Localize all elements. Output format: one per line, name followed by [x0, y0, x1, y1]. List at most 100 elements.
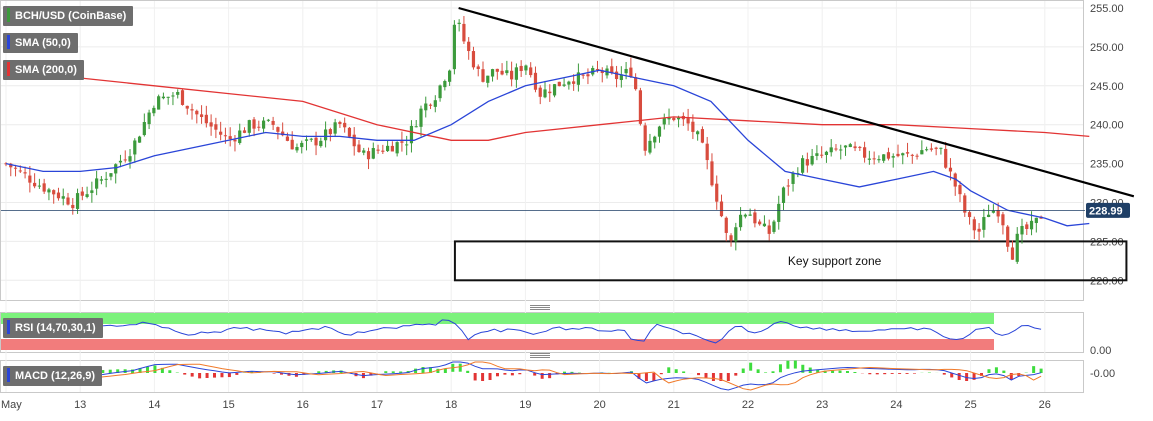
candle-body	[958, 185, 961, 194]
macd-bar	[474, 373, 477, 380]
candle-body	[725, 218, 728, 233]
candle-body	[1020, 226, 1023, 234]
candle-body	[314, 138, 317, 146]
panel-resize-handle-rsi[interactable]	[530, 305, 550, 310]
candle-body	[114, 164, 117, 173]
rsi-overbought-band	[1, 313, 994, 324]
date-tick-label: 21	[668, 399, 680, 411]
macd-bar	[652, 373, 655, 381]
candle-body	[219, 132, 222, 135]
macd-bar	[675, 369, 678, 373]
candle-body	[562, 84, 565, 85]
macd-bar	[459, 364, 462, 372]
candle-body	[677, 118, 680, 120]
candle-body	[1030, 221, 1033, 230]
candle-body	[66, 198, 69, 205]
candle-body	[100, 179, 103, 180]
candle-body	[491, 69, 494, 76]
candle-body	[467, 42, 470, 51]
candle-body	[109, 173, 112, 177]
candle-body	[911, 155, 914, 156]
candle-body	[291, 140, 294, 150]
candle-body	[214, 124, 217, 129]
candle-body	[71, 205, 74, 208]
candle-body	[567, 82, 570, 85]
candle-body	[982, 217, 985, 230]
macd-bar	[891, 373, 894, 374]
candle-body	[353, 135, 356, 147]
candle-body	[85, 194, 88, 197]
candle-body	[138, 137, 141, 143]
candle-body	[806, 159, 809, 165]
candle-body	[23, 172, 26, 173]
candle-body	[625, 69, 628, 73]
macd-bar	[772, 371, 775, 373]
sma200-legend[interactable]: SMA (200,0)	[3, 60, 84, 80]
candle-body	[400, 141, 403, 142]
rsi-legend[interactable]: RSI (14,70,30,1)	[3, 318, 103, 338]
macd-bar	[213, 373, 216, 378]
date-tick-label: 23	[816, 399, 828, 411]
price-tick-label: 235.00	[1090, 159, 1124, 171]
macd-bar	[876, 373, 879, 374]
macd-bar	[1032, 366, 1035, 373]
macd-bar	[1002, 371, 1005, 373]
candle-body	[935, 148, 938, 149]
candle-body	[200, 114, 203, 117]
date-tick-label: 20	[593, 399, 605, 411]
macd-legend[interactable]: MACD (12,26,9)	[3, 366, 102, 386]
candle-body	[481, 69, 484, 82]
macd-axis-label: -0.00	[1090, 368, 1115, 380]
macd-bar	[734, 373, 737, 376]
macd-bar	[168, 370, 171, 373]
candle-body	[1006, 227, 1009, 247]
candle-body	[629, 68, 632, 77]
candle-body	[553, 84, 556, 95]
macd-bar	[667, 367, 670, 373]
candle-body	[830, 147, 833, 152]
rsi-axis-label: 0.00	[1090, 345, 1111, 357]
macd-bar	[943, 373, 946, 375]
macd-bar	[228, 373, 231, 377]
candle-body	[720, 202, 723, 217]
price-tick-label: 255.00	[1090, 3, 1124, 15]
candle-body	[462, 24, 465, 41]
sma50-legend[interactable]: SMA (50,0)	[3, 33, 78, 53]
candle-body	[343, 123, 346, 127]
pair-legend[interactable]: BCH/USD (CoinBase)	[3, 6, 133, 26]
date-tick-label: 24	[890, 399, 902, 411]
candle-body	[825, 152, 828, 155]
candle-body	[124, 159, 127, 160]
macd-bar	[518, 373, 521, 374]
candle-body	[233, 140, 236, 142]
rsi-swatch-icon	[7, 320, 10, 334]
candle-body	[19, 170, 22, 171]
candle-body	[997, 210, 1000, 216]
candle-body	[195, 111, 198, 115]
candle-body	[877, 159, 880, 160]
date-tick-label: 22	[742, 399, 754, 411]
candle-body	[949, 168, 952, 172]
macd-bar	[794, 361, 797, 369]
candle-body	[405, 144, 408, 145]
candle-body	[143, 122, 146, 135]
candle-body	[815, 153, 818, 156]
candle-body	[520, 66, 523, 71]
panel-resize-handle-macd[interactable]	[530, 353, 550, 358]
candle-body	[729, 235, 732, 240]
candle-body	[992, 211, 995, 213]
candle-body	[329, 129, 332, 134]
candle-body	[734, 227, 737, 241]
candle-body	[357, 145, 360, 152]
candle-body	[801, 158, 804, 173]
macd-bar	[786, 361, 789, 369]
macd-bar	[764, 372, 767, 373]
candle-body	[987, 215, 990, 217]
macd-bar	[392, 371, 395, 373]
macd-bar	[273, 373, 276, 374]
candle-body	[33, 183, 36, 186]
macd-bar	[1040, 369, 1043, 373]
